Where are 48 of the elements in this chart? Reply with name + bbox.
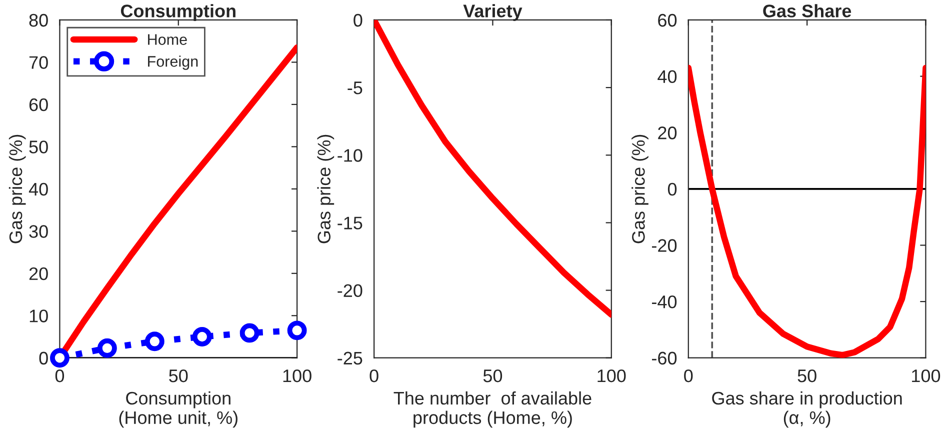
x-tick-label: 0	[55, 369, 64, 382]
legend-label: Home	[148, 34, 187, 45]
y-tick-label: 20	[658, 126, 677, 140]
point	[97, 338, 117, 358]
y-tick-label: 80	[29, 14, 48, 27]
y-tick-label: 10	[30, 310, 48, 322]
y-tick-label: 20	[29, 267, 48, 280]
y-axis-title: Gas price (%)	[8, 134, 26, 244]
y-axis-title: Gas price (%)	[632, 134, 648, 244]
y-tick-label: 40	[28, 182, 48, 196]
y-tick-label: 60	[29, 98, 48, 112]
legend-label: Foreign	[148, 56, 198, 70]
y-tick-label: -20	[652, 239, 677, 252]
x-tick-label: 0	[684, 369, 693, 382]
y-tick-label: 0	[39, 352, 48, 365]
y-tick-label: -40	[652, 295, 677, 308]
y-tick-label: 0	[668, 182, 677, 196]
y-tick-label: 50	[29, 140, 48, 154]
y-tick-label: -25	[338, 352, 362, 365]
y-axis-title: Gas price (%)	[317, 134, 334, 244]
x-tick-label: 50	[798, 369, 816, 382]
y-tick-label: -60	[652, 352, 677, 365]
y-tick-label: -20	[338, 284, 362, 298]
point	[287, 320, 307, 340]
y-tick-label: 30	[29, 225, 48, 238]
x-tick-label: 100	[283, 369, 312, 382]
point	[144, 332, 164, 352]
chart-title: Variety	[463, 4, 522, 21]
point	[240, 323, 260, 343]
chart-title: Consumption	[120, 4, 236, 21]
point	[192, 327, 212, 346]
x-axis-title: Gas share in production (α, %)	[712, 391, 902, 428]
x-axis-title: Consumption (Home unit, %)	[119, 391, 238, 428]
x-tick-label: 0	[370, 369, 378, 382]
x-axis-title: The number of available products (Home, %)	[394, 391, 592, 428]
y-tick-label: -10	[338, 149, 362, 162]
x-tick-label: 50	[483, 369, 502, 382]
y-tick-label: 60	[658, 14, 677, 27]
y-tick-label: 70	[29, 56, 48, 69]
chart-title: Gas Share	[763, 4, 852, 18]
y-tick-label: 40	[658, 70, 677, 84]
x-tick-label: 100	[912, 369, 940, 382]
y-tick-label: -5	[348, 82, 362, 94]
y-tick-label: -15	[338, 216, 362, 230]
y-tick-label: 0	[354, 14, 362, 27]
point	[50, 348, 70, 368]
x-tick-label: 100	[598, 369, 626, 382]
x-tick-label: 50	[169, 369, 188, 382]
